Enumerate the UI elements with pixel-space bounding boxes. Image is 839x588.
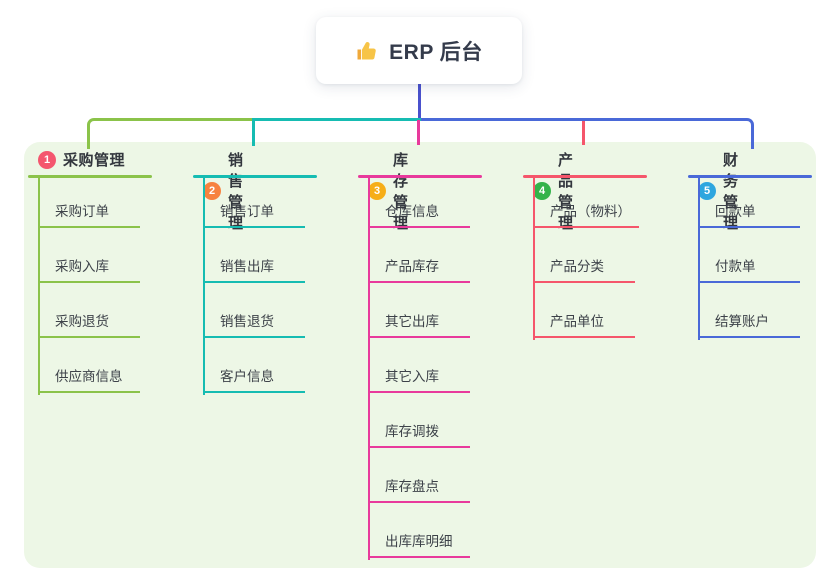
branch-5-spine-line xyxy=(698,178,700,340)
root-node-label: ERP 后台 xyxy=(389,40,483,64)
branch-5-topic[interactable]: 5 财务管理 xyxy=(698,149,739,233)
branch-5-item-1[interactable]: 回款单 xyxy=(698,198,800,228)
branch-4-item-3[interactable]: 产品单位 xyxy=(533,308,635,338)
branch-2-item-1[interactable]: 销售订单 xyxy=(203,198,305,228)
branch-1-item-4[interactable]: 供应商信息 xyxy=(38,363,140,393)
branch-1-item-2[interactable]: 采购入库 xyxy=(38,253,140,283)
branch-1-label: 采购管理 xyxy=(63,152,126,169)
root-connector-line xyxy=(418,83,421,121)
branch-2-item-4[interactable]: 客户信息 xyxy=(203,363,305,393)
branch-3-underline xyxy=(358,175,482,178)
branch-4-spine-line xyxy=(533,178,535,340)
branch-1-spine-line xyxy=(38,178,40,395)
branch-5-underline xyxy=(688,175,812,178)
branch-3-item-6[interactable]: 库存盘点 xyxy=(368,473,470,503)
bus-branch2-drop-line xyxy=(252,118,255,146)
branch-1-topic[interactable]: 1 采购管理 xyxy=(38,149,125,170)
branch-4-number-badge: 4 xyxy=(533,182,551,200)
branch-4-underline xyxy=(523,175,647,178)
branch-5-number-badge: 5 xyxy=(698,182,716,200)
branch-5-item-3[interactable]: 结算账户 xyxy=(698,308,800,338)
branch-2-item-3[interactable]: 销售退货 xyxy=(203,308,305,338)
branch-3-item-5[interactable]: 库存调拨 xyxy=(368,418,470,448)
branch-1-item-1[interactable]: 采购订单 xyxy=(38,198,140,228)
branch-2-item-2[interactable]: 销售出库 xyxy=(203,253,305,283)
branch-4-item-2[interactable]: 产品分类 xyxy=(533,253,635,283)
branch-2-underline xyxy=(193,175,317,178)
branch-3-item-3[interactable]: 其它出库 xyxy=(368,308,470,338)
branch-1-number-badge: 1 xyxy=(38,150,56,169)
mindmap-panel xyxy=(24,142,816,568)
root-node-erp[interactable]: ERP 后台 xyxy=(316,17,522,84)
bus-branch5-connector-line xyxy=(421,118,754,149)
bus-branch1-connector-line xyxy=(87,118,257,149)
bus-branch3-drop-line xyxy=(417,120,420,145)
bus-middle-segment-line xyxy=(252,118,421,121)
bus-branch4-drop-line xyxy=(582,121,585,145)
branch-3-spine-line xyxy=(368,178,370,560)
thumbs-up-icon xyxy=(355,39,379,63)
branch-1-item-3[interactable]: 采购退货 xyxy=(38,308,140,338)
branch-2-number-badge: 2 xyxy=(203,182,221,200)
branch-3-item-1[interactable]: 仓库信息 xyxy=(368,198,470,228)
branch-3-item-2[interactable]: 产品库存 xyxy=(368,253,470,283)
branch-1-underline xyxy=(28,175,152,178)
branch-4-item-1[interactable]: 产品（物料） xyxy=(533,198,639,228)
branch-3-item-4[interactable]: 其它入库 xyxy=(368,363,470,393)
branch-3-number-badge: 3 xyxy=(368,182,386,200)
branch-3-item-7[interactable]: 出库库明细 xyxy=(368,528,470,558)
branch-2-spine-line xyxy=(203,178,205,395)
branch-2-topic[interactable]: 2 销售管理 xyxy=(203,149,244,233)
branch-5-item-2[interactable]: 付款单 xyxy=(698,253,800,283)
